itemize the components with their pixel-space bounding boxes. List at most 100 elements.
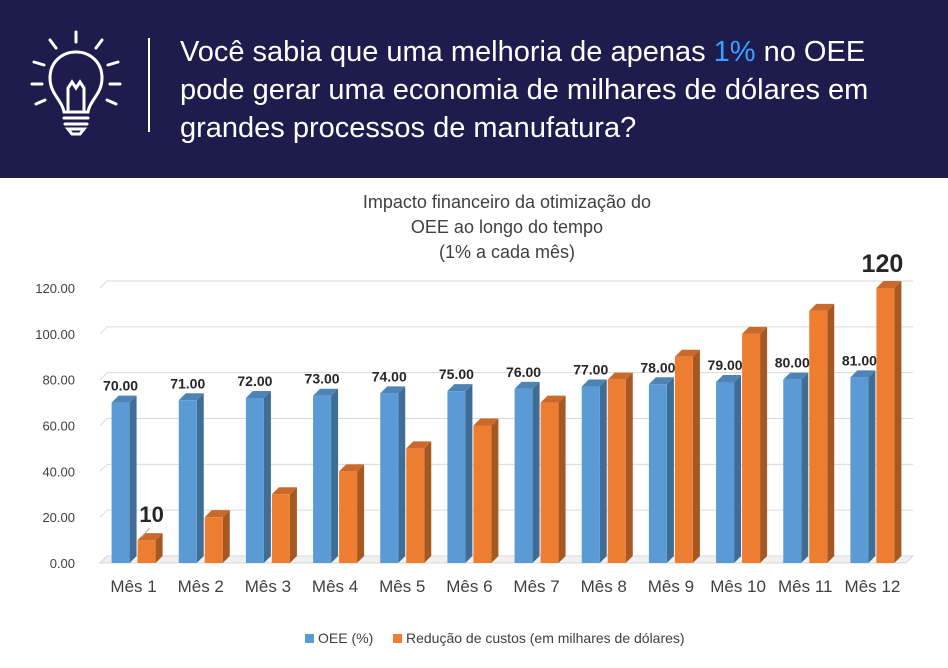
gridline-diag bbox=[99, 326, 108, 335]
bar-top bbox=[313, 388, 339, 396]
x-tick-label: Mês 9 bbox=[648, 577, 694, 596]
gridline-diag bbox=[99, 418, 108, 426]
data-label: 73.00 bbox=[305, 371, 340, 387]
bar-top bbox=[716, 374, 742, 382]
bar-top bbox=[406, 441, 432, 449]
x-tick-label: Mês 11 bbox=[778, 577, 833, 596]
bar bbox=[473, 425, 492, 563]
x-tick-label: Mês 2 bbox=[178, 577, 224, 596]
bar-top bbox=[271, 487, 297, 495]
gridline-diag bbox=[99, 555, 108, 564]
callout-label: 10 bbox=[139, 502, 163, 527]
bar bbox=[540, 402, 559, 563]
bar-top bbox=[514, 381, 540, 389]
bar bbox=[876, 288, 895, 563]
bar bbox=[245, 398, 264, 563]
bar bbox=[339, 471, 358, 563]
bar-top bbox=[607, 372, 633, 380]
bar-side bbox=[558, 395, 566, 563]
bar-top bbox=[245, 391, 271, 398]
bar bbox=[674, 356, 693, 563]
chart-title-line: OEE ao longo do tempo bbox=[411, 217, 603, 237]
bar-side bbox=[222, 510, 230, 563]
banner-divider bbox=[148, 38, 150, 132]
callout-leader bbox=[141, 527, 150, 538]
bar-top bbox=[380, 386, 406, 394]
headline: Você sabia que uma melhoria de apenas 1%… bbox=[180, 33, 920, 147]
bar-side bbox=[155, 533, 163, 563]
x-tick-label: Mês 1 bbox=[110, 577, 156, 596]
bar bbox=[111, 402, 130, 563]
bar-side bbox=[491, 418, 499, 563]
data-label: 78.00 bbox=[640, 359, 675, 375]
y-tick-label: 120.00 bbox=[35, 281, 75, 296]
y-tick-label: 20.00 bbox=[42, 510, 75, 525]
bar-side bbox=[465, 384, 473, 563]
bar bbox=[178, 400, 197, 563]
bar-top bbox=[111, 395, 137, 403]
x-tick-label: Mês 6 bbox=[446, 577, 492, 596]
legend-label: Redução de custos (em milhares de dólare… bbox=[406, 630, 685, 646]
y-tick-label: 0.00 bbox=[50, 556, 75, 571]
bar-chart: Impacto financeiro da otimização do OEE a… bbox=[35, 192, 915, 646]
x-tick-label: Mês 5 bbox=[379, 577, 425, 596]
data-label: 80.00 bbox=[775, 355, 810, 371]
bar-side bbox=[894, 281, 902, 563]
chart-title-line: Impacto financeiro da otimização do bbox=[363, 192, 651, 212]
bar bbox=[742, 333, 761, 563]
chart-panel: Impacto financeiro da otimização do OEE a… bbox=[0, 178, 948, 668]
x-tick-label: Mês 8 bbox=[581, 577, 627, 596]
data-label: 75.00 bbox=[439, 366, 474, 382]
bar bbox=[137, 540, 156, 563]
bar-side bbox=[196, 393, 204, 563]
x-tick-label: Mês 7 bbox=[513, 577, 559, 596]
bar-side bbox=[532, 381, 540, 563]
bar bbox=[809, 310, 828, 563]
y-tick-label: 40.00 bbox=[42, 464, 75, 479]
x-tick-label: Mês 10 bbox=[710, 577, 766, 596]
bar-top bbox=[581, 379, 607, 387]
data-label: 72.00 bbox=[237, 373, 272, 389]
bar-top bbox=[674, 349, 700, 357]
gridline-diag bbox=[99, 280, 108, 289]
chart-title-line: (1% a cada mês) bbox=[439, 242, 575, 262]
data-label: 77.00 bbox=[573, 362, 608, 378]
bar-side bbox=[625, 372, 633, 563]
bar-side bbox=[263, 391, 271, 563]
bar bbox=[850, 377, 869, 563]
bar bbox=[380, 393, 399, 563]
headline-pre: Você sabia que uma melhoria de apenas bbox=[180, 36, 714, 68]
data-label: 74.00 bbox=[372, 368, 407, 384]
bar-top bbox=[540, 395, 566, 403]
bar bbox=[783, 379, 802, 563]
bar-side bbox=[760, 326, 768, 563]
bar-top bbox=[850, 370, 876, 378]
bar bbox=[648, 384, 667, 563]
bar bbox=[313, 395, 332, 563]
bar-top bbox=[876, 281, 902, 288]
bar-top bbox=[742, 326, 768, 334]
gridline-diag bbox=[99, 372, 108, 381]
bar-side bbox=[129, 395, 137, 563]
bar-side bbox=[331, 388, 339, 563]
gridline-diag bbox=[99, 509, 108, 518]
x-tick-label: Mês 12 bbox=[845, 577, 901, 596]
bar-top bbox=[178, 393, 204, 401]
bar-side bbox=[868, 370, 876, 563]
legend-swatch bbox=[393, 634, 402, 643]
data-label: 76.00 bbox=[506, 364, 541, 380]
headline-highlight: 1% bbox=[713, 36, 756, 68]
lightbulb-icon bbox=[30, 30, 122, 136]
bar bbox=[447, 391, 466, 563]
bar bbox=[581, 386, 600, 563]
banner: Você sabia que uma melhoria de apenas 1%… bbox=[0, 0, 948, 178]
bar-top bbox=[809, 303, 835, 311]
bar bbox=[406, 448, 425, 563]
bar-side bbox=[827, 303, 835, 563]
y-tick-label: 100.00 bbox=[35, 327, 75, 342]
bar bbox=[514, 388, 533, 563]
bar bbox=[271, 494, 290, 563]
bar-top bbox=[473, 418, 499, 426]
bar-side bbox=[734, 374, 742, 563]
x-tick-label: Mês 3 bbox=[245, 577, 291, 596]
